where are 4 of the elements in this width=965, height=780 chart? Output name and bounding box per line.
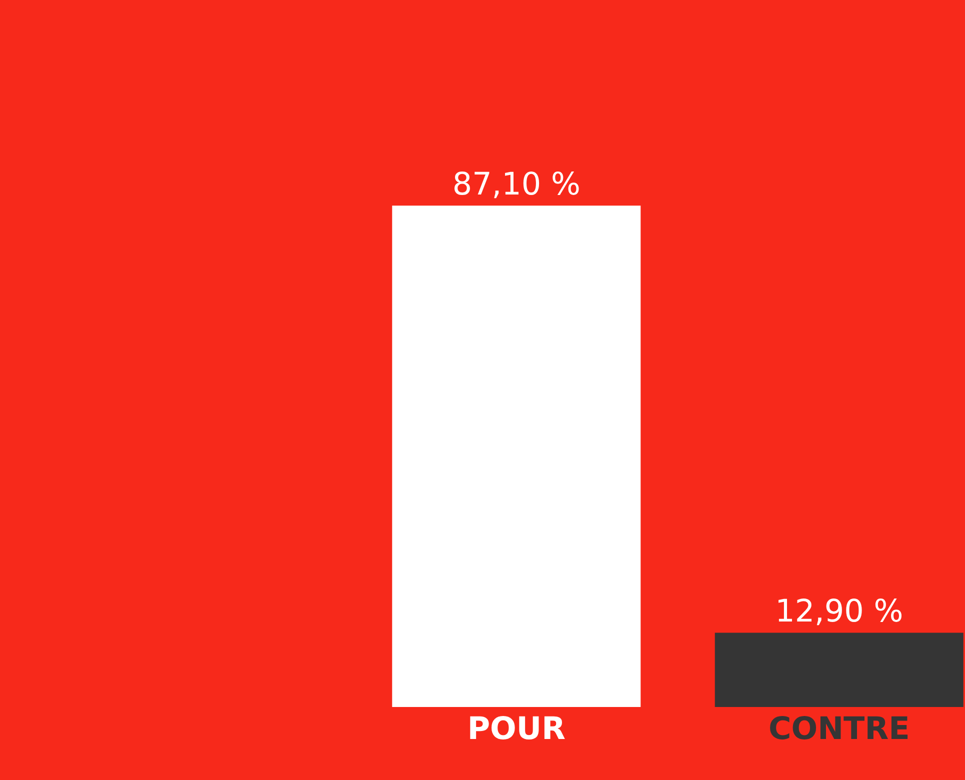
x-tick-label: CONTRE <box>768 711 910 747</box>
data-label: 12,90 % <box>775 594 904 630</box>
data-label: 87,10 % <box>452 166 580 203</box>
x-tick-label: POUR <box>467 711 566 747</box>
